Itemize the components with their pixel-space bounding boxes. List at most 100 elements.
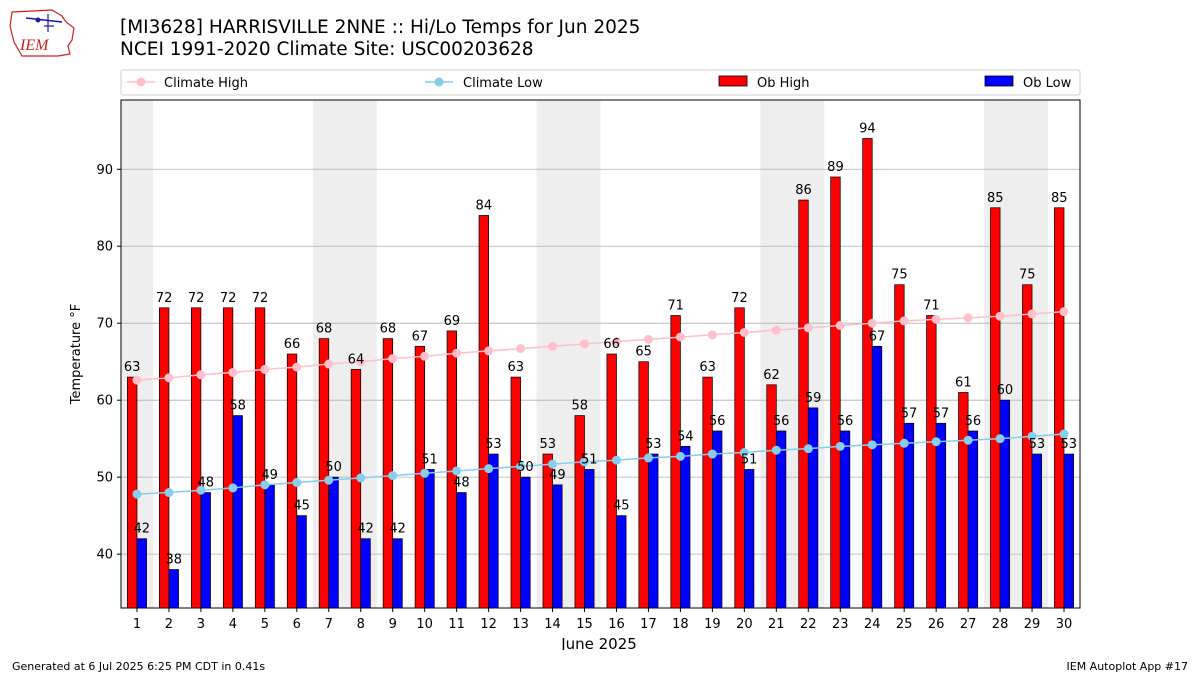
ob-high-bar	[510, 376, 521, 609]
climate-high-point	[931, 314, 941, 324]
legend-ob-high-label: Ob High	[757, 76, 810, 91]
climate-low-point	[356, 473, 366, 483]
legend-climate-high-marker	[136, 77, 146, 87]
climate-low-point	[260, 480, 270, 490]
ob-low-bar	[584, 469, 595, 609]
ob-high-value-label: 62	[763, 368, 780, 383]
ob-high-value-label: 72	[188, 291, 205, 306]
ob-low-bar	[743, 469, 755, 609]
ob-low-value-label: 59	[805, 391, 822, 406]
x-tick-label: 22	[800, 617, 817, 632]
x-tick-label: 24	[864, 617, 881, 632]
ob-low-value-label: 56	[773, 414, 790, 429]
legend-climate-high-label: Climate High	[164, 76, 248, 91]
ob-low-value-label: 60	[997, 383, 1014, 398]
climate-high-point	[420, 351, 430, 361]
ob-high-bar	[702, 376, 713, 609]
ob-high-bar	[350, 369, 362, 609]
ob-low-value-label: 49	[261, 468, 278, 483]
climate-high-point	[675, 332, 685, 342]
ob-low-value-label: 53	[1061, 437, 1078, 452]
ob-high-bar	[926, 315, 937, 609]
ob-low-bar	[871, 345, 883, 609]
legend-ob-low-label: Ob Low	[1023, 76, 1072, 91]
climate-high-line	[136, 310, 1065, 381]
ob-low-value-label: 51	[581, 452, 598, 467]
climate-high-point	[548, 341, 558, 351]
climate-high-point	[484, 346, 494, 356]
ob-high-value-label: 75	[1019, 268, 1036, 283]
climate-low-point	[707, 449, 717, 459]
ob-high-value-label: 71	[923, 299, 940, 314]
x-tick-label: 26	[928, 617, 945, 632]
climate-high-point	[835, 321, 845, 331]
ob-low-value-label: 42	[134, 522, 151, 537]
climate-low-point	[963, 435, 973, 445]
climate-low-point	[867, 440, 877, 450]
climate-low-point	[548, 459, 558, 469]
x-tick-label: 6	[293, 617, 301, 632]
x-tick-label: 30	[1056, 617, 1073, 632]
ob-high-value-label: 75	[891, 268, 908, 283]
climate-low-point	[388, 471, 398, 481]
climate-high-point	[707, 330, 717, 340]
ob-high-bar	[862, 138, 873, 609]
legend-climate-low-label: Climate Low	[463, 76, 543, 91]
climate-low-point	[899, 438, 909, 448]
ob-high-value-label: 89	[827, 160, 844, 175]
ob-high-value-label: 68	[316, 322, 333, 337]
ob-low-value-label: 51	[421, 452, 438, 467]
ob-low-bar	[328, 476, 339, 609]
x-tick-label: 27	[960, 617, 977, 632]
x-tick-label: 14	[544, 617, 561, 632]
climate-low-point	[931, 437, 941, 447]
ob-high-bar	[990, 207, 1001, 609]
climate-high-point	[771, 325, 781, 335]
ob-low-bar	[488, 453, 499, 609]
ob-high-bar	[830, 176, 841, 609]
ob-high-value-label: 72	[731, 291, 748, 306]
climate-high-point	[228, 367, 238, 377]
ob-low-bar	[648, 453, 659, 609]
ob-high-value-label: 58	[571, 399, 588, 414]
ob-high-value-label: 66	[603, 337, 620, 352]
climate-low-point	[164, 488, 174, 498]
ob-low-value-label: 53	[1029, 437, 1046, 452]
climate-low-point	[995, 434, 1005, 444]
ob-low-value-label: 50	[517, 460, 534, 475]
ob-high-value-label: 63	[124, 360, 141, 375]
ob-low-value-label: 42	[389, 522, 406, 537]
legend-ob-high-swatch	[718, 75, 748, 87]
climate-high-point	[164, 373, 174, 383]
ob-high-bar	[222, 307, 234, 609]
ob-high-value-label: 72	[156, 291, 173, 306]
ob-low-value-label: 54	[677, 429, 694, 444]
climate-high-point	[867, 318, 877, 328]
ob-high-bar	[574, 415, 585, 609]
ob-low-bar	[552, 484, 563, 609]
ob-low-bar	[136, 538, 147, 609]
ob-low-bar	[264, 484, 275, 609]
ob-high-bar	[1054, 207, 1065, 609]
climate-low-point	[580, 457, 590, 467]
climate-low-point	[643, 453, 653, 463]
climate-high-point	[516, 344, 526, 354]
chart-title: [MI3628] HARRISVILLE 2NNE :: Hi/Lo Temps…	[120, 17, 641, 38]
ob-low-bar	[1031, 453, 1042, 609]
x-axis-label: June 2025	[560, 635, 637, 650]
ob-low-bar	[520, 476, 531, 609]
x-tick-label: 2	[165, 617, 173, 632]
ob-high-value-label: 65	[635, 345, 652, 360]
ob-low-value-label: 45	[293, 499, 310, 514]
chart-subtitle: NCEI 1991-2020 Climate Site: USC00203628	[120, 39, 534, 60]
x-tick-label: 13	[512, 617, 529, 632]
ob-high-bar	[606, 353, 617, 609]
x-tick-label: 16	[608, 617, 625, 632]
ob-high-value-label: 63	[699, 360, 716, 375]
x-tick-label: 8	[357, 617, 365, 632]
climate-low-point	[1027, 431, 1037, 441]
climate-low-point	[452, 466, 462, 476]
climate-high-point	[803, 323, 813, 333]
plot-frame	[120, 99, 1081, 609]
ob-low-value-label: 51	[741, 452, 758, 467]
